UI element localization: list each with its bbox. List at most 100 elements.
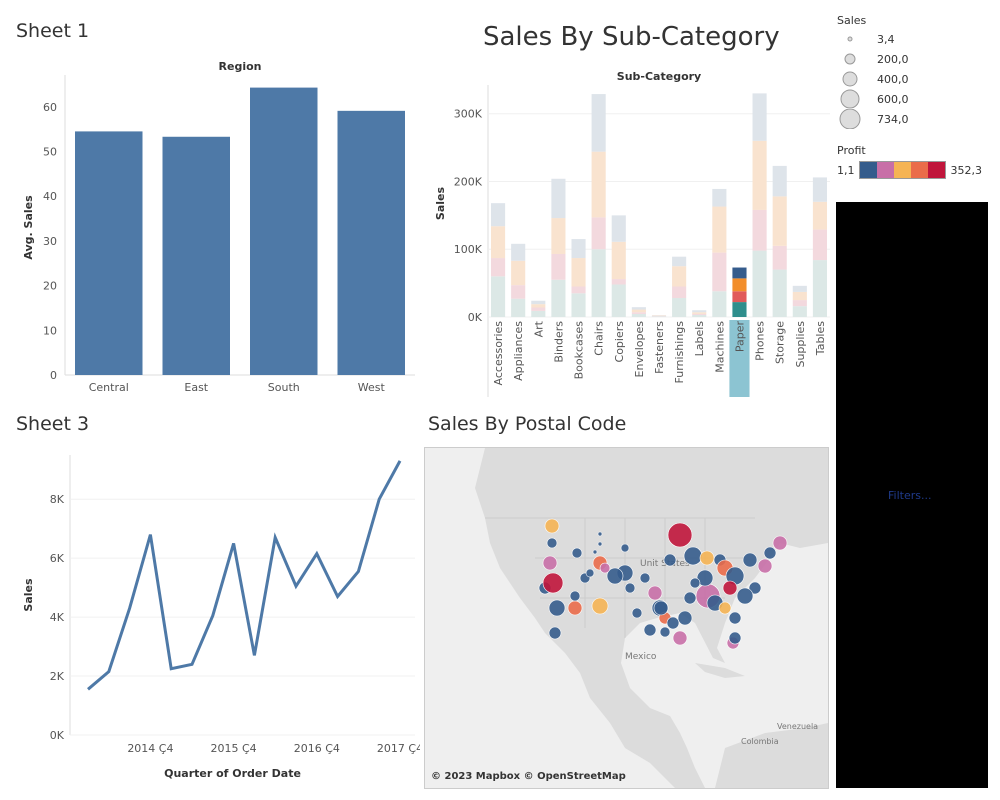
bar-segment-storage[interactable] (772, 245, 787, 270)
bar-segment-appliances[interactable] (511, 260, 526, 286)
bar-segment-bookcases[interactable] (571, 286, 586, 294)
map-point[interactable] (728, 631, 742, 645)
bar-east[interactable] (162, 136, 231, 375)
bar-segment-art[interactable] (531, 310, 546, 317)
map-point[interactable] (599, 562, 611, 574)
bar-segment-chairs[interactable] (591, 249, 606, 317)
sales-line[interactable] (87, 460, 402, 691)
map-point[interactable] (677, 610, 693, 626)
map-point[interactable] (620, 543, 630, 553)
bar-segment-supplies[interactable] (792, 285, 807, 292)
bar-segment-fasteners[interactable] (651, 316, 667, 317)
bar-segment-machines[interactable] (712, 188, 727, 207)
bar-segment-copiers[interactable] (611, 241, 626, 280)
bar-segment-phones[interactable] (752, 250, 767, 317)
bar-segment-accessories[interactable] (491, 203, 506, 227)
bar-segment-chairs[interactable] (591, 217, 606, 250)
bar-segment-chairs[interactable] (591, 94, 606, 152)
bar-segment-paper[interactable] (732, 302, 747, 317)
map-point[interactable] (772, 535, 788, 551)
bar-segment-bookcases[interactable] (571, 293, 586, 317)
map-point[interactable] (631, 607, 643, 619)
bar-segment-supplies[interactable] (792, 300, 807, 307)
map-point[interactable] (571, 547, 583, 559)
bar-segment-binders[interactable] (551, 279, 566, 317)
bar-segment-tables[interactable] (812, 260, 827, 317)
map-point[interactable] (548, 626, 562, 640)
bar-segment-phones[interactable] (752, 93, 767, 141)
filters-panel[interactable]: Filters... (836, 202, 988, 788)
bar-segment-furnishings[interactable] (672, 256, 687, 267)
bar-segment-appliances[interactable] (511, 298, 526, 317)
subcategory-bar-chart[interactable]: Sub-Category 0K 100K 200K 300K Accessories App… (420, 60, 835, 405)
bar-segment-bookcases[interactable] (571, 239, 586, 259)
bar-segment-envelopes[interactable] (631, 312, 646, 314)
filters-link[interactable]: Filters... (888, 489, 932, 502)
map-point[interactable] (544, 518, 560, 534)
map-point[interactable] (763, 546, 777, 560)
bar-segment-paper[interactable] (732, 267, 747, 279)
bar-segment-storage[interactable] (772, 196, 787, 246)
bar-segment-phones[interactable] (752, 140, 767, 210)
bar-segment-binders[interactable] (551, 218, 566, 254)
bar-segment-binders[interactable] (551, 178, 566, 219)
bar-segment-furnishings[interactable] (672, 266, 687, 287)
bar-segment-copiers[interactable] (611, 279, 626, 285)
bar-segment-storage[interactable] (772, 269, 787, 317)
region-bar-chart[interactable]: Region 0 10 20 30 40 50 60 Central East South West A… (0, 50, 420, 405)
bar-segment-bookcases[interactable] (571, 258, 586, 287)
map-point[interactable] (597, 531, 603, 537)
bar-segment-binders[interactable] (551, 253, 566, 280)
map-point[interactable] (647, 585, 663, 601)
bar-segment-accessories[interactable] (491, 226, 506, 259)
quarter-line-chart[interactable]: 0K 2K 4K 6K 8K 2014 Ç4 2015 Ç4 2016 Ç4 2017 Ç4 Qu… (0, 440, 420, 790)
map-point[interactable] (592, 549, 598, 555)
bar-segment-labels[interactable] (692, 313, 707, 315)
bar-segment-copiers[interactable] (611, 284, 626, 317)
map-point[interactable] (696, 569, 714, 587)
map-point[interactable] (699, 550, 715, 566)
map-point[interactable] (569, 590, 581, 602)
map-point[interactable] (757, 558, 773, 574)
bar-segment-labels[interactable] (692, 314, 707, 317)
bar-segment-accessories[interactable] (491, 258, 506, 277)
map-point[interactable] (659, 626, 671, 638)
bar-west[interactable] (337, 110, 406, 375)
bar-segment-tables[interactable] (812, 229, 827, 261)
map-point[interactable] (639, 572, 651, 584)
bar-segment-labels[interactable] (692, 312, 707, 314)
map-point[interactable] (748, 581, 762, 595)
postal-code-map[interactable]: Unit States Mexico Venezuela Colombia © … (424, 447, 829, 789)
map-point[interactable] (683, 546, 703, 566)
bar-segment-paper[interactable] (732, 278, 747, 292)
bar-segment-machines[interactable] (712, 206, 727, 253)
bar-segment-machines[interactable] (712, 252, 727, 292)
map-point[interactable] (542, 572, 564, 594)
bar-segment-appliances[interactable] (511, 243, 526, 261)
map-point[interactable] (546, 537, 558, 549)
map-point[interactable] (663, 553, 677, 567)
map-point[interactable] (718, 601, 732, 615)
map-point[interactable] (548, 599, 566, 617)
map-point[interactable] (567, 600, 583, 616)
bar-segment-art[interactable] (531, 304, 546, 308)
bar-segment-tables[interactable] (812, 201, 827, 230)
map-point[interactable] (683, 591, 697, 605)
bar-segment-phones[interactable] (752, 209, 767, 251)
map-point[interactable] (542, 555, 558, 571)
map-point[interactable] (624, 582, 636, 594)
map-point[interactable] (643, 623, 657, 637)
bar-segment-supplies[interactable] (792, 306, 807, 317)
bar-segment-art[interactable] (531, 300, 546, 305)
bar-segment-copiers[interactable] (611, 215, 626, 242)
bar-segment-storage[interactable] (772, 165, 787, 197)
bar-segment-envelopes[interactable] (631, 307, 646, 310)
bar-segment-paper[interactable] (732, 291, 747, 303)
map-point[interactable] (597, 541, 603, 547)
bar-segment-furnishings[interactable] (672, 286, 687, 299)
bar-segment-furnishings[interactable] (672, 298, 687, 317)
bar-segment-envelopes[interactable] (631, 309, 646, 313)
bar-segment-supplies[interactable] (792, 291, 807, 301)
map-point[interactable] (672, 630, 688, 646)
map-point[interactable] (653, 600, 669, 616)
